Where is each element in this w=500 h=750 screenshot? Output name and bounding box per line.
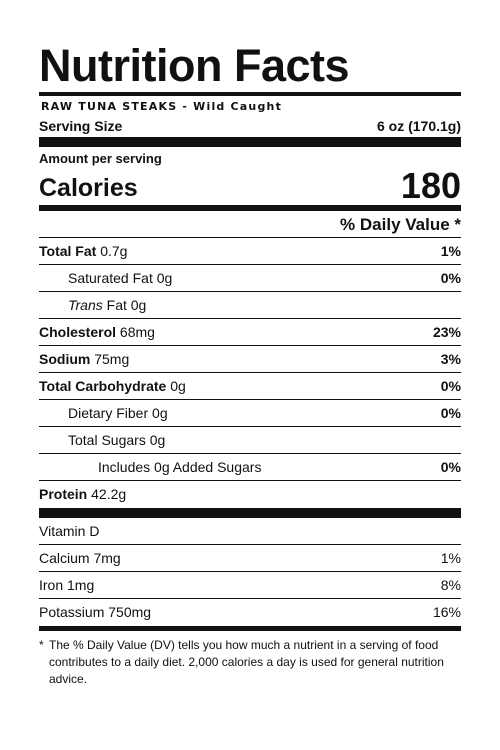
vitamin-dv: 16% xyxy=(432,604,461,620)
nutrient-row-protein: Protein 42.2g xyxy=(39,481,461,508)
nutrient-amount: 68mg xyxy=(119,324,155,340)
vitamin-row-vitamin-d: Vitamin D xyxy=(39,518,461,545)
vitamin-dv: 8% xyxy=(440,577,461,593)
nutrient-dv: 0% xyxy=(440,378,461,394)
amount-per-serving: Amount per serving xyxy=(39,151,162,166)
nutrient-name: Fat xyxy=(106,297,127,313)
divider-thick xyxy=(39,137,461,147)
vitamin-name: Calcium 7mg xyxy=(39,550,121,566)
divider-footer xyxy=(39,626,461,631)
nutrient-name-italic: Trans xyxy=(68,297,103,313)
vitamin-row-calcium: Calcium 7mg 1% xyxy=(39,545,461,572)
nutrient-name: Total Carbohydrate xyxy=(39,378,167,394)
footnote: * The % Daily Value (DV) tells you how m… xyxy=(39,637,461,688)
daily-value-header: % Daily Value * xyxy=(39,211,461,238)
calories-value: 180 xyxy=(400,165,461,206)
nutrient-row-total-carbohydrate: Total Carbohydrate 0g 0% xyxy=(39,373,461,400)
nutrient-name: Saturated Fat xyxy=(68,270,153,286)
nutrient-name: Cholesterol xyxy=(39,324,117,340)
vitamin-name: Vitamin D xyxy=(39,523,100,539)
divider-top xyxy=(39,92,461,96)
nutrient-dv: 0% xyxy=(440,270,461,286)
vitamin-row-iron: Iron 1mg 8% xyxy=(39,572,461,599)
nutrient-name: Sodium xyxy=(39,351,91,367)
vitamin-row-potassium: Potassium 750mg 16% xyxy=(39,599,461,626)
serving-size-row: Serving Size 6 oz (170.1g) xyxy=(39,116,461,137)
product-name: RAW TUNA STEAKS - Wild Caught xyxy=(41,100,283,113)
vitamin-dv: 1% xyxy=(440,550,461,566)
nutrient-row-dietary-fiber: Dietary Fiber 0g 0% xyxy=(39,400,461,427)
nutrient-row-total-fat: Total Fat 0.7g 1% xyxy=(39,238,461,265)
nutrient-amount: 0g xyxy=(152,405,168,421)
nutrient-name: Total Sugars xyxy=(68,432,146,448)
nutrient-dv: 1% xyxy=(440,243,461,259)
nutrient-row-trans-fat: Trans Fat 0g xyxy=(39,292,461,319)
nutrient-dv: 0% xyxy=(440,459,461,475)
nutrient-name: Includes 0g Added Sugars xyxy=(98,459,262,475)
divider-vitamins xyxy=(39,508,461,518)
vitamin-name: Potassium 750mg xyxy=(39,604,152,620)
nutrient-row-total-sugars: Total Sugars 0g xyxy=(39,427,461,454)
calories-label: Calories xyxy=(39,174,138,202)
nutrient-dv: 3% xyxy=(440,351,461,367)
nutrient-name: Dietary Fiber xyxy=(68,405,149,421)
nutrition-label: Nutrition Facts RAW TUNA STEAKS - Wild C… xyxy=(39,40,461,688)
nutrient-amount: 0g xyxy=(130,297,147,313)
divider-medium xyxy=(39,205,461,211)
nutrient-name: Protein xyxy=(39,486,88,502)
nutrient-amount: 75mg xyxy=(94,351,130,367)
serving-size-label: Serving Size xyxy=(39,118,123,134)
nutrient-row-added-sugars: Includes 0g Added Sugars 0% xyxy=(39,454,461,481)
nutrient-dv: 0% xyxy=(440,405,461,421)
vitamin-name: Iron 1mg xyxy=(39,577,95,593)
label-title: Nutrition Facts xyxy=(39,40,350,91)
nutrient-amount: 0g xyxy=(170,378,186,394)
footnote-asterisk: * xyxy=(39,638,44,652)
nutrient-row-sodium: Sodium 75mg 3% xyxy=(39,346,461,373)
nutrient-name: Total Fat xyxy=(39,243,97,259)
nutrient-amount: 0.7g xyxy=(100,243,128,259)
footnote-text: The % Daily Value (DV) tells you how muc… xyxy=(49,638,444,686)
serving-size-value: 6 oz (170.1g) xyxy=(376,118,461,134)
nutrient-dv: 23% xyxy=(432,324,461,340)
nutrient-amount: 0g xyxy=(156,270,173,286)
calories-row: Calories 180 xyxy=(39,165,461,206)
nutrient-row-saturated-fat: Saturated Fat 0g 0% xyxy=(39,265,461,292)
nutrient-amount: 42.2g xyxy=(91,486,127,502)
nutrient-amount: 0g xyxy=(149,432,166,448)
nutrient-row-cholesterol: Cholesterol 68mg 23% xyxy=(39,319,461,346)
